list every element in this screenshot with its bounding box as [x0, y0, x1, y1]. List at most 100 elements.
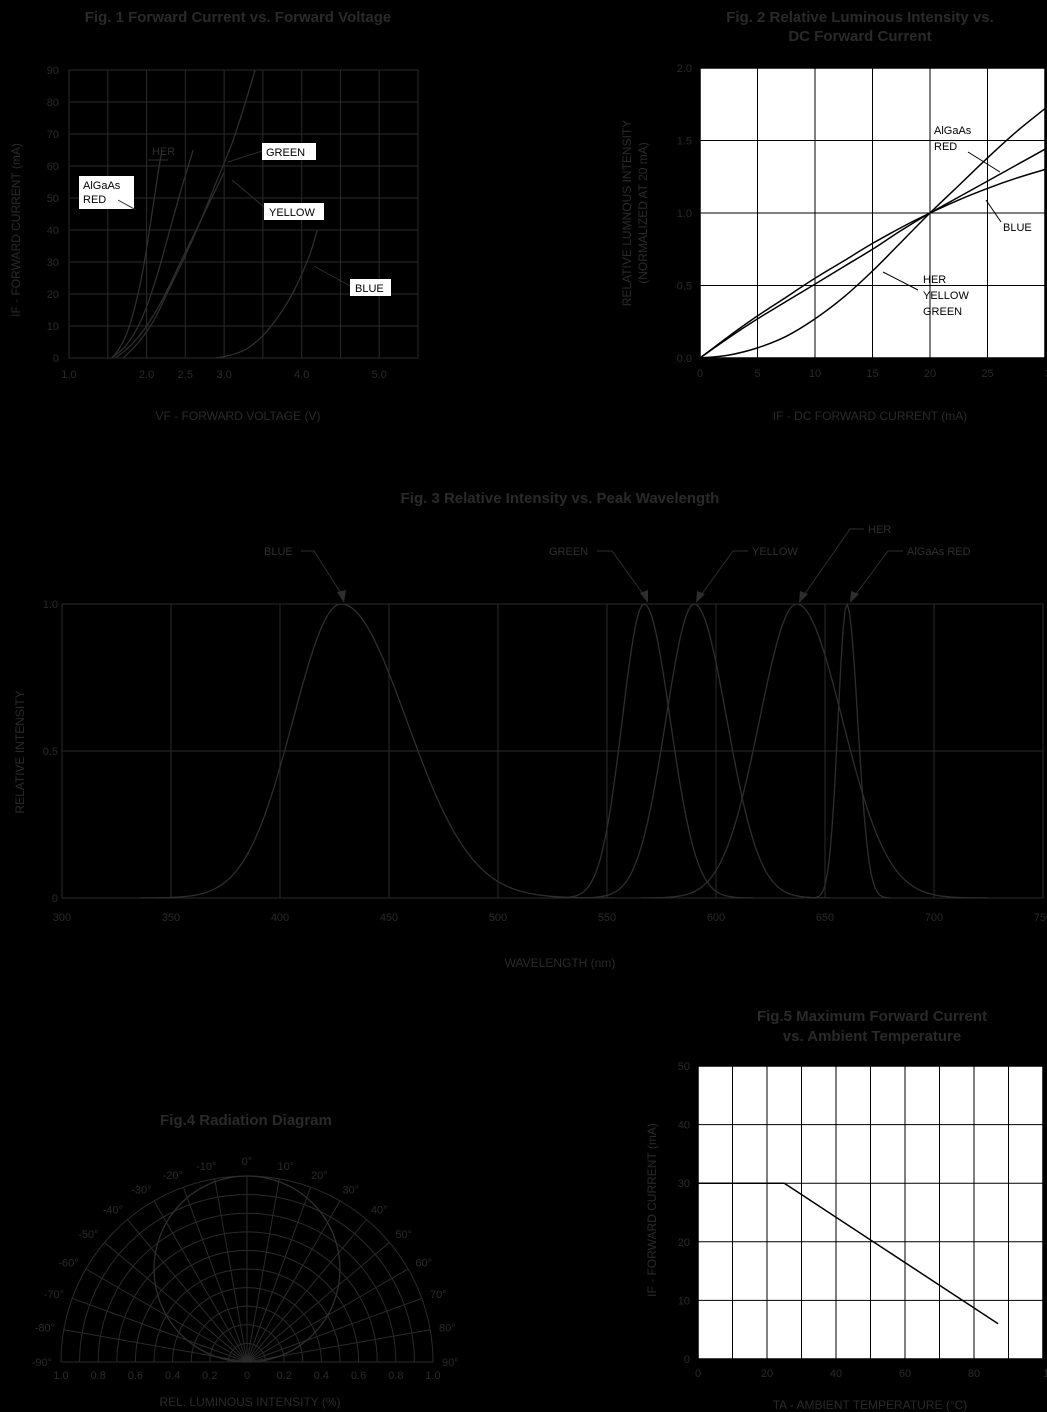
fig4-radial — [153, 1200, 248, 1363]
fig4-angle-label: -80° — [35, 1322, 55, 1334]
fig1-leader-blue — [313, 265, 351, 287]
fig1-label-box-blue — [350, 279, 391, 296]
fig5-ytick-label: 50 — [678, 1061, 690, 1073]
fig3-grid — [61, 603, 1044, 899]
fig3-xlabel: WAVELENGTH (nm) — [505, 956, 616, 970]
fig5-title-line1: Fig.5 Maximum Forward Current — [757, 1008, 987, 1025]
fig3-ticks: 0 0.5 1.0 300 350 400 450 500 550 600 650 700 750 — [43, 599, 1047, 924]
fig1-annot-green: GREEN — [266, 147, 305, 159]
fig4-radial — [182, 1187, 248, 1363]
fig3-annot-blue: BLUE — [264, 546, 293, 558]
fig1-grid — [68, 69, 419, 359]
fig4-radial — [246, 1200, 341, 1363]
fig1-xtick-label: 2.5 — [178, 369, 193, 381]
fig2-xtick-label: 10 — [809, 368, 821, 380]
fig1-series-line — [111, 149, 163, 359]
fig1-series-line — [111, 149, 194, 359]
fig4-radial-label: 0.2 — [277, 1370, 292, 1382]
fig4-angle-label: -30° — [131, 1185, 151, 1197]
fig2-xtick-label: 0 — [697, 368, 703, 380]
fig3-series-line — [640, 603, 988, 899]
fig5-xlabel: TA - AMBIENT TEMPERATURE (°C) — [773, 1398, 968, 1412]
fig2-annot-green: GREEN — [923, 306, 962, 318]
fig1-ytick-label: 40 — [47, 225, 59, 237]
fig5-xtick-label: 100 — [1043, 1368, 1047, 1380]
fig3-series-line — [575, 603, 831, 899]
fig1-ylabel: IF - FORWARD CURRENT (mA) — [9, 143, 23, 317]
fig3-curves — [139, 602, 988, 899]
fig2-leader-algaas — [967, 151, 1001, 173]
fig3-xtick-label: 500 — [489, 912, 507, 924]
fig5-xtick-label: 20 — [761, 1368, 773, 1380]
fig4-angle-label: 30° — [343, 1185, 360, 1197]
fig2-xtick-label: 15 — [866, 368, 878, 380]
fig2-ytick-label: 0.0 — [677, 353, 692, 365]
fig4-radial — [246, 1297, 422, 1363]
fig4-angle-label: 80° — [439, 1322, 456, 1334]
fig1-xlabel: VF - FORWARD VOLTAGE (V) — [156, 409, 321, 423]
fig3-arrow-her — [799, 591, 808, 603]
fig1-ytick-label: 10 — [47, 321, 59, 333]
fig4-xlabel: REL. LUMINOUS INTENSITY (%) — [159, 1395, 340, 1409]
fig4-angle-label: -60° — [58, 1258, 78, 1270]
fig5-chart: Fig.5 Maximum Forward Current vs. Ambien… — [645, 1008, 1047, 1412]
fig5-xtick-label: 0 — [695, 1368, 701, 1380]
fig2-frame — [699, 67, 1046, 359]
fig1-label-box-yellow — [264, 203, 324, 220]
fig1-annot-red: RED — [83, 194, 106, 206]
fig1-annot-yellow: YELLOW — [269, 207, 315, 219]
fig3-xtick-label: 600 — [707, 912, 725, 924]
fig2-annot-red: RED — [934, 141, 957, 153]
fig3-xtick-label: 350 — [162, 912, 180, 924]
fig1-series-line — [122, 69, 256, 359]
fig5-ytick-label: 30 — [678, 1178, 690, 1190]
fig5-curves — [698, 1182, 999, 1325]
fig4-radial — [246, 1219, 367, 1363]
fig1-ytick-label: 0 — [53, 353, 59, 365]
fig3-xtick-label: 700 — [925, 912, 943, 924]
fig4-radial — [246, 1178, 280, 1363]
fig3-leader-blue — [301, 550, 345, 599]
fig1-ytick-label: 20 — [47, 289, 59, 301]
fig5-ylabel: IF - FORWARD CURRENT (mA) — [645, 1123, 659, 1297]
fig2-xtick-label: 30 — [1045, 368, 1047, 380]
fig4-angle-label: 20° — [311, 1170, 328, 1182]
fig3-leader-green — [597, 550, 647, 599]
fig2-leader-blue — [985, 199, 1002, 223]
fig1-label-box-green — [262, 143, 316, 160]
fig1-annot-her: HER — [152, 146, 175, 158]
fig5-ytick-label: 0 — [684, 1354, 690, 1366]
fig1-leader-yellow — [231, 179, 265, 208]
fig2-curves — [699, 108, 1046, 359]
fig1-frame — [68, 69, 419, 359]
fig4-angle-label: -20° — [163, 1170, 183, 1182]
fig2-ticks: 0.0 0.5 1.0 1.5 2.0 0 5 10 15 20 25 30 — [677, 63, 1047, 380]
fig3-arrow-algaas-red — [850, 591, 859, 603]
fig2-xtick-label: 20 — [924, 368, 936, 380]
fig2-title-line1: Fig. 2 Relative Luminous Intensity vs. — [726, 9, 994, 26]
fig4-radial — [246, 1187, 312, 1363]
fig4-angle-label: 40° — [371, 1205, 388, 1217]
fig3-xtick-label: 400 — [271, 912, 289, 924]
fig2-xtick-label: 25 — [981, 368, 993, 380]
fig2-annot-algaas: AlGaAs — [934, 125, 972, 137]
fig4-radial-label: 0.2 — [202, 1370, 217, 1382]
fig1-annot-algaas: AlGaAs — [83, 180, 121, 192]
fig2-annot-blue: BLUE — [1003, 222, 1032, 234]
fig3-ytick-label: 0.5 — [43, 746, 58, 758]
fig1-series-line — [115, 172, 225, 359]
fig3-annot-her: HER — [868, 524, 891, 536]
fig3-leader-algaas-red — [852, 550, 903, 599]
fig4-radial-label: 1.0 — [53, 1370, 68, 1382]
fig1-series-line — [216, 229, 318, 359]
fig2-annot-her: HER — [923, 274, 946, 286]
fig3-arrow-yellow — [696, 591, 705, 603]
fig3-arrow-green — [640, 590, 648, 603]
fig4-angle-label: -90° — [32, 1357, 52, 1369]
fig4-angle-label: -10° — [196, 1161, 216, 1173]
fig2-xlabel: IF - DC FORWARD CURRENT (mA) — [773, 409, 967, 423]
fig3-xtick-label: 300 — [53, 912, 71, 924]
fig5-series-line — [698, 1182, 999, 1325]
fig3-xtick-label: 450 — [380, 912, 398, 924]
